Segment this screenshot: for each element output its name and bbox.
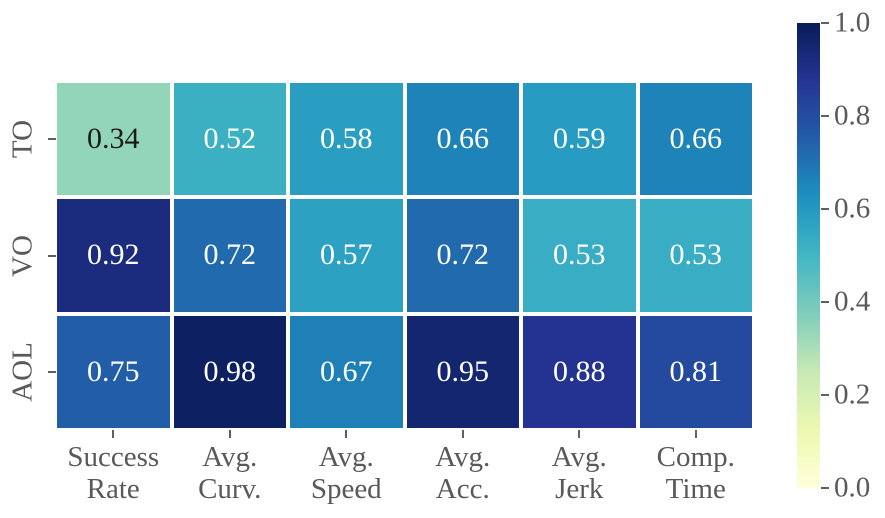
x-tick-label: Avg. Speed	[311, 441, 382, 505]
y-tick-mark	[48, 254, 56, 257]
y-tick-label: TO	[6, 120, 39, 159]
x-tick-mark	[112, 430, 115, 438]
heatmap-cell: 0.58	[290, 83, 403, 196]
x-tick-mark	[228, 430, 231, 438]
heatmap-cell: 0.66	[639, 83, 752, 196]
x-tick-label-line: Comp.	[656, 441, 735, 473]
x-tick-label-line: Curv.	[198, 473, 262, 505]
colorbar-tick-label: 0.8	[834, 99, 871, 132]
heatmap-cell: 0.72	[173, 199, 286, 312]
x-tick-label-line: Avg.	[435, 441, 491, 473]
x-tick-label-line: Success	[67, 441, 160, 473]
y-tick-label: VO	[6, 234, 39, 277]
heatmap-cell: 0.34	[57, 83, 170, 196]
heatmap-cell: 0.52	[173, 83, 286, 196]
x-tick-label: Avg. Jerk	[552, 441, 607, 505]
colorbar-tick-mark	[821, 394, 829, 396]
colorbar-tick-label: 0.4	[834, 285, 871, 318]
colorbar-tick-mark	[821, 115, 829, 117]
heatmap-cell: 0.88	[523, 315, 636, 428]
colorbar-tick-mark	[821, 22, 829, 24]
heatmap-cell: 0.59	[523, 83, 636, 196]
colorbar-tick-mark	[821, 208, 829, 210]
x-tick-label-line: Jerk	[555, 473, 604, 505]
x-tick-mark	[694, 430, 697, 438]
colorbar-tick-mark	[821, 487, 829, 489]
heatmap-cell: 0.53	[523, 199, 636, 312]
x-tick-label: Avg. Curv.	[198, 441, 261, 505]
heatmap-cell: 0.98	[173, 315, 286, 428]
colorbar-tick-label: 1.0	[834, 6, 871, 39]
y-tick-mark	[48, 138, 56, 141]
x-tick-mark	[461, 430, 464, 438]
x-tick-label-line: Acc.	[435, 473, 490, 505]
x-tick-mark	[578, 430, 581, 438]
heatmap-cell: 0.75	[57, 315, 170, 428]
y-tick-mark	[48, 370, 56, 373]
colorbar-tick-mark	[821, 301, 829, 303]
x-tick-label-line: Rate	[86, 473, 140, 505]
x-tick-label-line: Avg.	[551, 441, 607, 473]
colorbar-tick-label: 0.2	[834, 378, 871, 411]
x-tick-label: Success Rate	[67, 441, 159, 505]
heatmap-grid: 0.34 0.52 0.58 0.66 0.59 0.66 0.92 0.72 0.57 0.72…	[57, 83, 752, 428]
heatmap-cell: 0.72	[406, 199, 519, 312]
x-tick-label: Comp. Time	[657, 441, 735, 505]
heatmap-cell: 0.57	[290, 199, 403, 312]
heatmap-cell: 0.66	[406, 83, 519, 196]
colorbar-tick-label: 0.0	[834, 471, 871, 504]
x-tick-label-line: Avg.	[318, 441, 374, 473]
y-tick-label: AOL	[6, 342, 39, 402]
x-tick-label-line: Speed	[310, 473, 382, 505]
heatmap-cell: 0.67	[290, 315, 403, 428]
x-tick-label-line: Avg.	[202, 441, 258, 473]
heatmap-cell: 0.53	[639, 199, 752, 312]
colorbar	[797, 23, 820, 488]
heatmap-cell: 0.92	[57, 199, 170, 312]
heatmap-cell: 0.81	[639, 315, 752, 428]
x-tick-label-line: Time	[665, 473, 726, 505]
x-tick-label: Avg. Acc.	[435, 441, 490, 505]
colorbar-tick-label: 0.6	[834, 192, 871, 225]
x-tick-mark	[345, 430, 348, 438]
heatmap-cell: 0.95	[406, 315, 519, 428]
